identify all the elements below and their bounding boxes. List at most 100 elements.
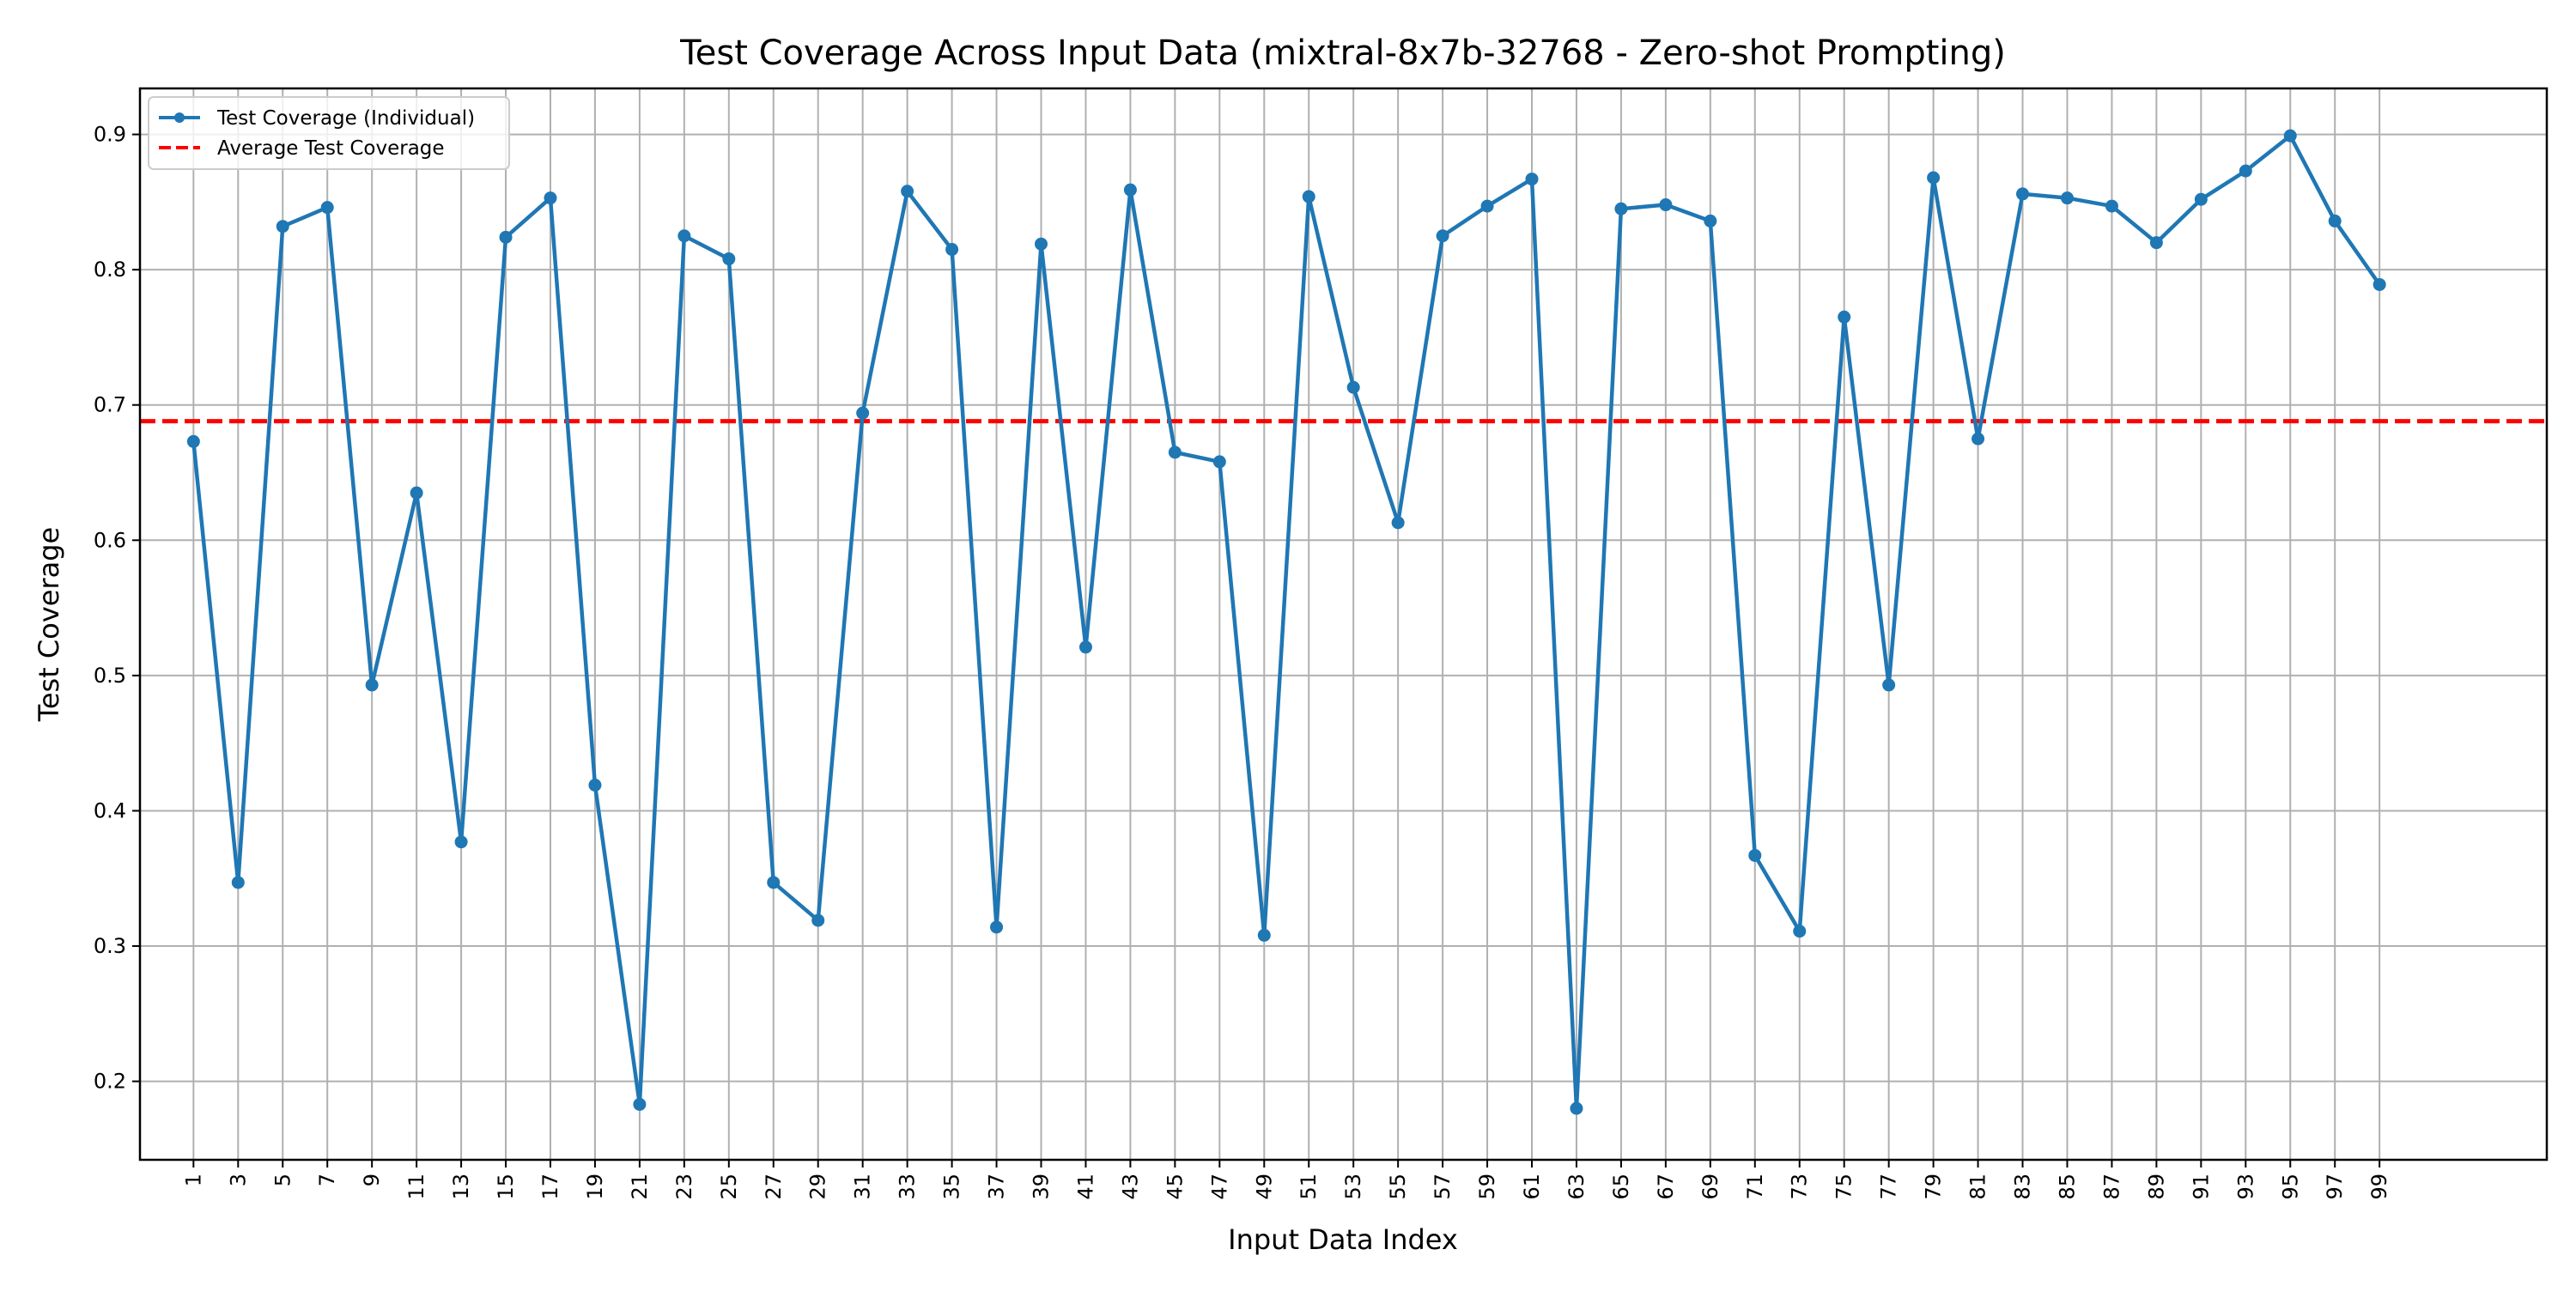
data-point: [2105, 199, 2118, 213]
y-tick-label: 0.6: [94, 528, 126, 552]
y-tick-label: 0.7: [94, 393, 126, 417]
x-tick-label: 91: [2189, 1174, 2213, 1200]
data-point: [1078, 640, 1092, 654]
x-axis-label: Input Data Index: [1228, 1223, 1458, 1256]
data-point: [1838, 310, 1851, 324]
x-tick-label: 55: [1386, 1174, 1410, 1200]
data-point: [1480, 199, 1494, 213]
x-tick-label: 17: [538, 1174, 562, 1200]
y-ticks: 0.2 0.3 0.4 0.5 0.6 0.7 0.8 0.9: [94, 123, 140, 1094]
data-point: [2239, 164, 2252, 178]
legend: Test Coverage (Individual) Average Test …: [148, 96, 510, 170]
data-point: [2149, 236, 2163, 250]
legend-marker-individual: [174, 112, 185, 123]
data-point: [1570, 1101, 1583, 1115]
data-point: [1614, 202, 1628, 215]
x-tick-label: 19: [583, 1174, 607, 1200]
data-point: [1748, 848, 1762, 862]
x-tick-label: 65: [1609, 1174, 1633, 1200]
data-point: [945, 243, 959, 257]
x-tick-label: 13: [449, 1174, 473, 1200]
x-tick-label: 27: [762, 1174, 786, 1200]
x-tick-label: 75: [1832, 1174, 1856, 1200]
data-point: [588, 779, 602, 792]
data-point: [1212, 455, 1226, 469]
x-tick-label: 23: [672, 1174, 696, 1200]
data-point: [544, 191, 557, 205]
x-tick-label: 47: [1207, 1174, 1231, 1200]
x-tick-label: 89: [2144, 1174, 2168, 1200]
data-point: [231, 876, 245, 889]
series-line-individual: [191, 133, 2382, 1111]
data-point: [901, 185, 914, 198]
data-point: [1971, 432, 1985, 446]
x-tick-label: 99: [2367, 1174, 2391, 1200]
data-point: [2016, 187, 2030, 201]
data-point: [1659, 198, 1673, 212]
x-tick-label: 87: [2099, 1174, 2123, 1200]
data-point: [1436, 229, 1449, 243]
data-point: [856, 406, 870, 420]
x-tick-label: 93: [2233, 1174, 2257, 1200]
data-point: [1882, 678, 1896, 692]
data-point: [1346, 380, 1360, 394]
y-tick-label: 0.2: [94, 1070, 126, 1094]
x-tick-label: 67: [1654, 1174, 1678, 1200]
x-tick-label: 51: [1297, 1174, 1321, 1200]
legend-label-average: Average Test Coverage: [217, 137, 445, 160]
x-tick-label: 63: [1564, 1174, 1589, 1200]
data-point: [2372, 277, 2386, 291]
x-tick-label: 95: [2278, 1174, 2302, 1200]
data-point: [990, 920, 1004, 934]
data-point: [1391, 516, 1405, 530]
x-tick-label: 59: [1475, 1174, 1499, 1200]
x-tick-label: 79: [1922, 1174, 1946, 1200]
x-tick-label: 57: [1431, 1174, 1455, 1200]
x-tick-label: 1: [181, 1174, 205, 1186]
x-tick-label: 45: [1163, 1174, 1187, 1200]
x-tick-label: 81: [1966, 1174, 1990, 1200]
data-point: [811, 913, 825, 927]
data-point: [1302, 190, 1315, 203]
data-point: [2060, 191, 2074, 205]
legend-box: [148, 96, 510, 170]
data-point: [1525, 173, 1539, 186]
x-ticks: 1 3 5 7 9 11 13 15 17 19 21 23 25 27 29 31 33 35 37 39 41 43 4…: [181, 1160, 2391, 1200]
data-point: [1123, 183, 1137, 197]
data-point: [186, 434, 200, 448]
x-tick-label: 71: [1743, 1174, 1767, 1200]
data-point: [1257, 928, 1271, 942]
data-point: [454, 835, 468, 849]
x-tick-label: 11: [404, 1174, 428, 1200]
x-tick-label: 69: [1698, 1174, 1722, 1200]
x-tick-label: 73: [1788, 1174, 1812, 1200]
x-tick-label: 61: [1520, 1174, 1544, 1200]
y-tick-label: 0.9: [94, 123, 126, 147]
data-point: [2328, 214, 2342, 227]
x-tick-label: 53: [1341, 1174, 1365, 1200]
data-point: [2194, 192, 2208, 206]
plot-frame: [138, 87, 2549, 1162]
x-tick-label: 7: [315, 1174, 339, 1186]
x-tick-label: 49: [1252, 1174, 1276, 1200]
data-point: [1035, 237, 1048, 251]
x-tick-label: 15: [494, 1174, 518, 1200]
x-tick-label: 29: [806, 1174, 830, 1200]
x-tick-label: 3: [226, 1174, 250, 1186]
x-tick-label: 35: [940, 1174, 964, 1200]
y-tick-label: 0.3: [94, 934, 126, 958]
x-tick-label: 21: [628, 1174, 652, 1200]
x-tick-label: 41: [1073, 1174, 1097, 1200]
x-tick-label: 33: [896, 1174, 920, 1200]
data-point: [2283, 129, 2297, 143]
data-point: [276, 220, 289, 234]
data-point: [320, 201, 334, 215]
y-tick-label: 0.8: [94, 258, 126, 282]
data-point: [1927, 171, 1941, 185]
x-tick-label: 39: [1030, 1174, 1054, 1200]
data-point: [767, 876, 781, 889]
x-tick-label: 37: [985, 1174, 1009, 1200]
series-layer: [186, 129, 2386, 1115]
